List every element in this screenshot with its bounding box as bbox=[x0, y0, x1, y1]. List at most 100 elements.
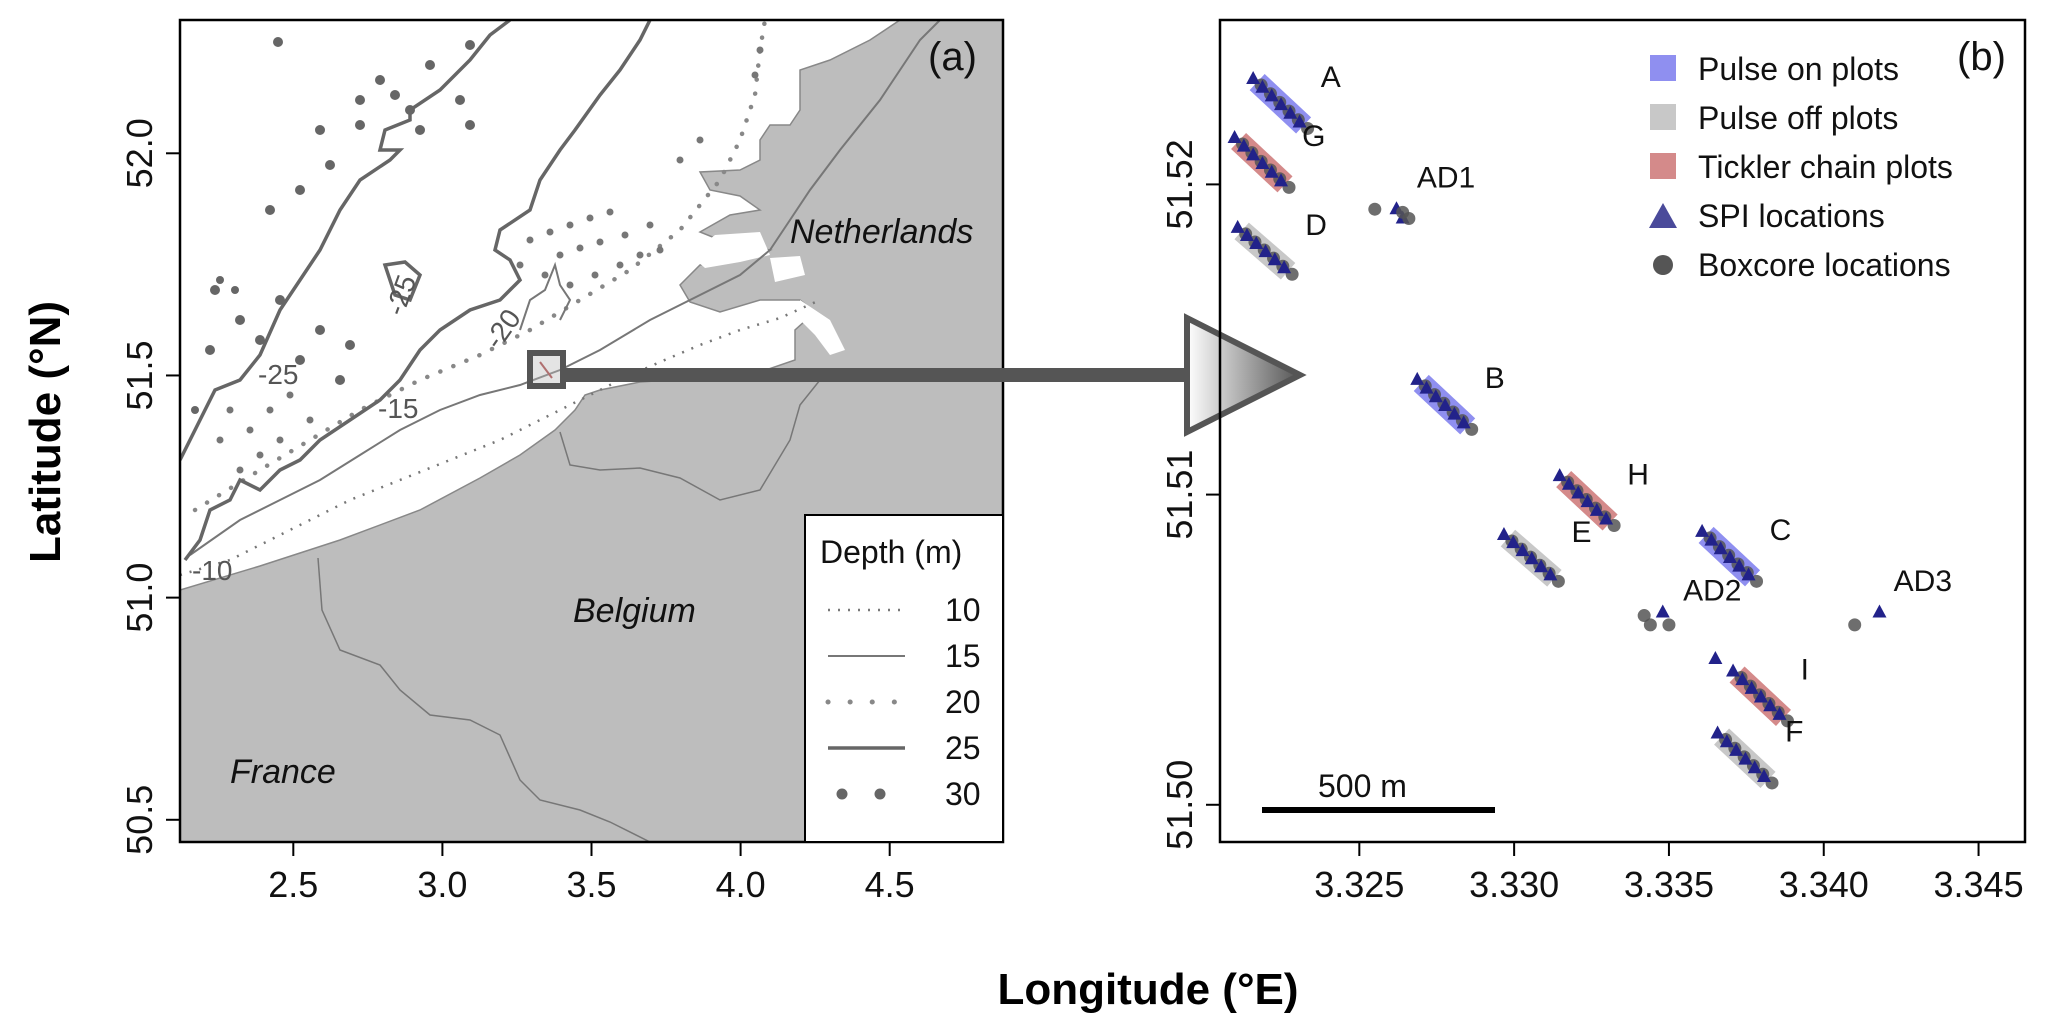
plot-label: G bbox=[1302, 120, 1325, 153]
plot-label: A bbox=[1321, 61, 1341, 94]
border-be-nl bbox=[559, 379, 821, 501]
spi-location bbox=[1772, 706, 1787, 720]
x-tick-label: 4.5 bbox=[865, 864, 915, 905]
spi-location bbox=[1292, 114, 1307, 128]
spi-location bbox=[1543, 567, 1558, 581]
spi-location bbox=[1456, 415, 1471, 429]
legend-item-tickler: Tickler chain plots bbox=[1698, 149, 1953, 185]
spi-location bbox=[1552, 468, 1567, 482]
spi-location bbox=[1708, 650, 1723, 664]
panel-a-x-axis: 2.5 3.0 3.5 4.0 4.5 bbox=[268, 842, 915, 905]
panel-a-y-axis: 50.5 51.0 51.5 52.0 bbox=[119, 118, 180, 855]
spi-location bbox=[1599, 511, 1614, 525]
spi-location bbox=[1589, 502, 1604, 516]
x-tick-label: 4.0 bbox=[716, 864, 766, 905]
plot-label: B bbox=[1485, 362, 1505, 395]
spi-location bbox=[1872, 604, 1887, 618]
spi-location bbox=[1722, 549, 1737, 563]
spi-location bbox=[1744, 680, 1759, 694]
spi-location bbox=[1713, 541, 1728, 555]
boxcore-location bbox=[1368, 202, 1382, 216]
spi-location bbox=[1757, 768, 1772, 782]
depth-legend: Depth (m) 10 15 20 25 30 bbox=[804, 514, 1004, 843]
contour-label: -25 bbox=[258, 359, 298, 390]
y-tick-label: 51.5 bbox=[119, 340, 160, 410]
plot-G: G bbox=[1227, 120, 1325, 194]
depth-legend-item: 20 bbox=[945, 684, 981, 720]
spi-location bbox=[1267, 252, 1282, 266]
boxcore-location bbox=[1396, 205, 1410, 219]
spi-location bbox=[1283, 105, 1298, 119]
plot-E: E bbox=[1496, 516, 1592, 588]
plot-label: AD3 bbox=[1894, 565, 1952, 598]
spi-location bbox=[1561, 476, 1576, 490]
country-label-france: France bbox=[230, 753, 336, 791]
x-tick-label: 3.335 bbox=[1624, 864, 1714, 905]
spi-location bbox=[1258, 244, 1273, 258]
panel-b-x-axis: 3.325 3.330 3.335 3.340 3.345 bbox=[1314, 842, 2024, 905]
spi-location bbox=[1534, 559, 1549, 573]
spi-location bbox=[1738, 751, 1753, 765]
spi-location bbox=[1735, 672, 1750, 686]
legend-item-spi: SPI locations bbox=[1698, 198, 1885, 234]
x-tick-label: 3.340 bbox=[1779, 864, 1869, 905]
panel-a-label: (a) bbox=[928, 35, 977, 79]
spi-location bbox=[1726, 663, 1741, 677]
spi-location bbox=[1246, 71, 1261, 85]
plot-F: F bbox=[1710, 716, 1803, 790]
spi-location bbox=[1747, 760, 1762, 774]
y-tick-label: 51.0 bbox=[119, 563, 160, 633]
plot-label: AD2 bbox=[1683, 574, 1741, 607]
scale-bar: 500 m bbox=[1262, 768, 1495, 813]
spi-location bbox=[1580, 494, 1595, 508]
spi-location bbox=[1274, 173, 1289, 187]
spi-location bbox=[1753, 689, 1768, 703]
spi-location bbox=[1419, 380, 1434, 394]
x-tick-label: 2.5 bbox=[268, 864, 318, 905]
depth-legend-title: Depth (m) bbox=[820, 534, 962, 570]
plot-label: C bbox=[1770, 514, 1792, 547]
zoom-arrow bbox=[563, 313, 1307, 437]
plot-A: A bbox=[1246, 61, 1341, 135]
spi-location bbox=[1274, 97, 1289, 111]
spi-location bbox=[1239, 227, 1254, 241]
spi-location bbox=[1524, 551, 1539, 565]
plot-I: I bbox=[1726, 654, 1809, 728]
plot-label: H bbox=[1627, 458, 1649, 491]
spi-location bbox=[1249, 236, 1264, 250]
x-tick-label: 3.325 bbox=[1314, 864, 1404, 905]
depth-legend-item: 25 bbox=[945, 730, 981, 766]
spi-location bbox=[1438, 397, 1453, 411]
boxcore-location bbox=[1662, 618, 1676, 632]
plot-D: D bbox=[1230, 209, 1327, 281]
depth-legend-item: 15 bbox=[945, 638, 981, 674]
spi-location bbox=[1428, 389, 1443, 403]
spi-location bbox=[1704, 532, 1719, 546]
spi-location bbox=[1447, 406, 1462, 420]
spi-location bbox=[1763, 698, 1778, 712]
plot-label: E bbox=[1571, 516, 1591, 549]
legend-item-pulse-on: Pulse on plots bbox=[1698, 51, 1899, 87]
plot-H: H bbox=[1552, 458, 1649, 533]
legend-item-pulse-off: Pulse off plots bbox=[1698, 100, 1898, 136]
scale-bar-label: 500 m bbox=[1318, 768, 1407, 804]
x-axis-title: Longitude (°E) bbox=[997, 965, 1298, 1014]
plots-legend: Pulse on plots Pulse off plots Tickler c… bbox=[1649, 51, 1953, 283]
contour-label: -10 bbox=[192, 555, 232, 586]
spi-location bbox=[1506, 535, 1521, 549]
border-fr-be bbox=[317, 557, 651, 842]
spi-location bbox=[1515, 543, 1530, 557]
spi-location bbox=[1230, 219, 1245, 233]
depth-legend-item: 30 bbox=[945, 776, 981, 812]
spi-location bbox=[1695, 523, 1710, 537]
contour-30m-dots bbox=[191, 37, 475, 414]
spi-location bbox=[1264, 88, 1279, 102]
spi-location bbox=[1732, 558, 1747, 572]
plot-B: B bbox=[1410, 362, 1505, 436]
boxcore-location bbox=[1643, 618, 1657, 632]
panel-b-y-axis: 51.50 51.51 51.52 bbox=[1159, 139, 1220, 850]
spi-location bbox=[1255, 79, 1270, 93]
contour-label: -15 bbox=[378, 393, 418, 424]
legend-item-boxcore: Boxcore locations bbox=[1698, 247, 1951, 283]
